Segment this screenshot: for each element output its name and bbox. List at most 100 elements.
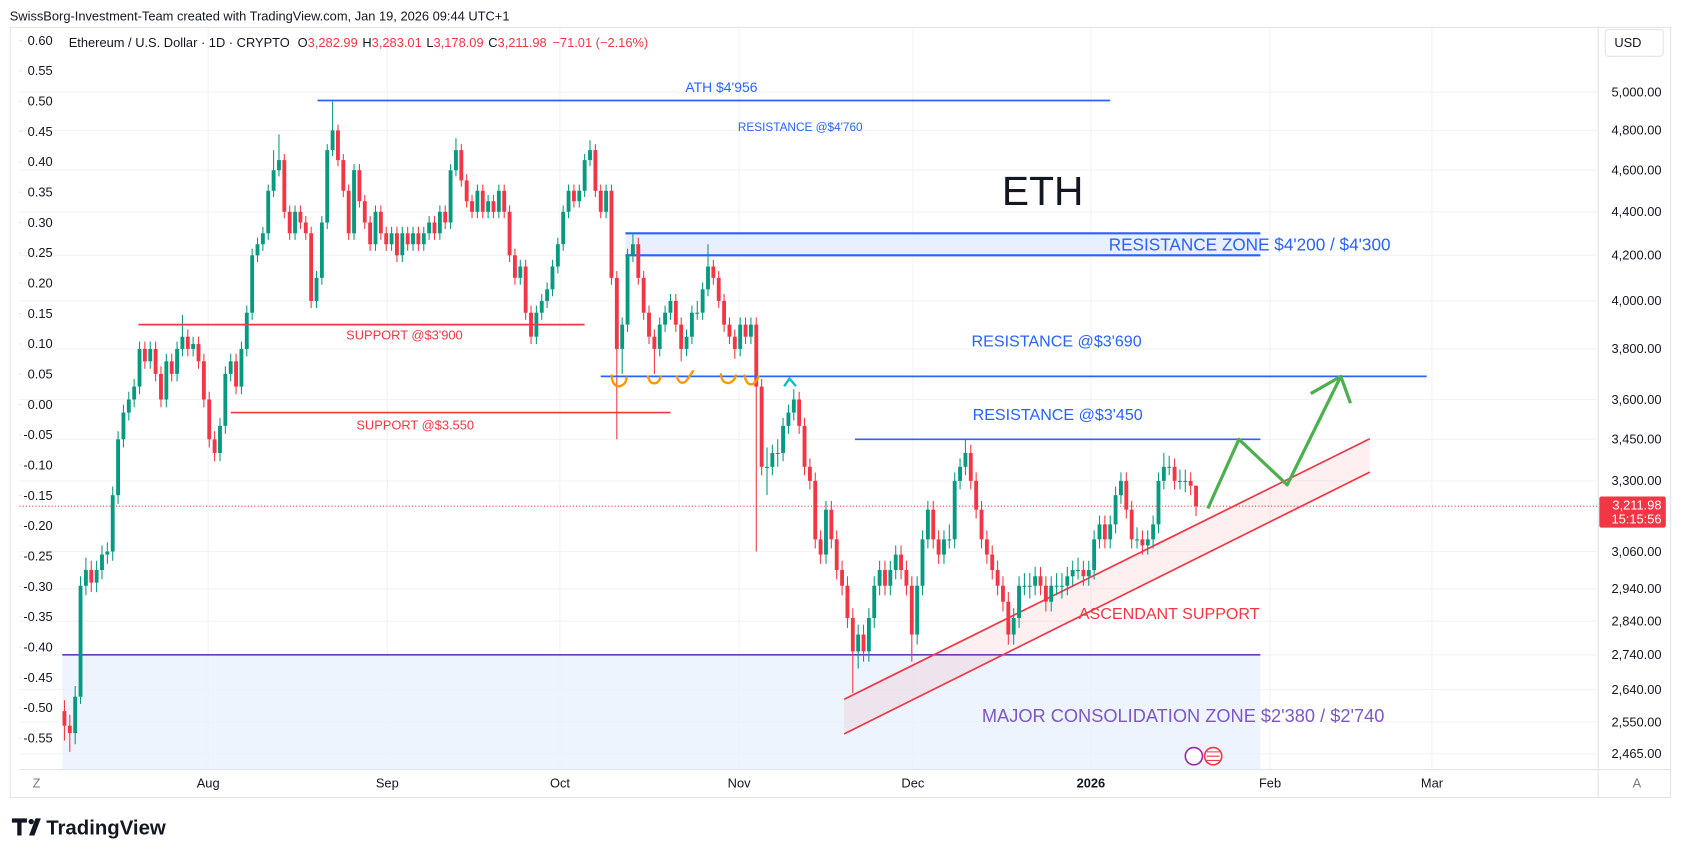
candle-body — [872, 585, 877, 618]
axes: 5,000.00 4,800.00 4,600.00 4,400.00 4,200.00… — [19, 33, 1662, 790]
candle-body — [1194, 485, 1198, 507]
x-tick-label: Sep — [376, 775, 399, 790]
channel-fill — [844, 438, 1370, 734]
candle-body — [250, 255, 255, 313]
candle-body — [614, 277, 619, 349]
candle-body — [244, 312, 249, 349]
candle-body — [293, 211, 297, 234]
ohlc-value: 3,283.01 — [372, 35, 422, 50]
candle-body — [899, 554, 903, 571]
candle-body — [443, 211, 448, 223]
candle-body — [1129, 509, 1134, 540]
y-tick-label: 2,840.00 — [1611, 614, 1661, 629]
candle-body — [352, 170, 356, 234]
currency-button[interactable] — [1604, 28, 1664, 57]
auto-button[interactable]: A — [1633, 775, 1642, 790]
candle-body — [893, 554, 898, 571]
candle-body — [968, 452, 973, 481]
candle-body — [1113, 495, 1118, 525]
candle-body — [470, 201, 474, 212]
candle-body — [748, 324, 753, 337]
candle-body — [636, 244, 641, 278]
candle-body — [1178, 480, 1182, 482]
resistance-zone-label: RESISTANCE ZONE $4'200 / $4'300 — [1109, 235, 1391, 255]
candle-body — [1108, 524, 1113, 540]
candle-body — [877, 570, 882, 586]
candle-body — [1006, 601, 1011, 635]
candle-body — [722, 300, 727, 325]
y-tick-label: 3,450.00 — [1611, 432, 1661, 447]
candle-body — [116, 439, 121, 496]
candle-body — [630, 244, 635, 256]
level-label: ATH $4'956 — [685, 79, 757, 95]
currency[interactable]: USD — [1614, 35, 1641, 50]
candle-body — [502, 190, 507, 212]
candle-body — [604, 190, 609, 212]
candle-body — [797, 399, 802, 426]
candle-body — [1038, 576, 1043, 586]
candle-body — [298, 211, 303, 223]
candle-body — [727, 324, 732, 337]
consolidation-label: MAJOR CONSOLIDATION ZONE $2'380 / $2'740 — [982, 705, 1385, 726]
candle-body — [132, 386, 137, 400]
channel-line — [843, 471, 1371, 735]
candle-body — [700, 289, 705, 313]
candle-body — [83, 570, 88, 586]
change: −71.01 (−2.16%) — [552, 35, 648, 50]
candle-body — [260, 233, 265, 245]
candle-body — [523, 266, 528, 313]
candle-body — [706, 266, 710, 290]
candle-body — [1092, 539, 1097, 571]
candle-body — [1081, 570, 1086, 577]
y-tick-label: 3,800.00 — [1611, 341, 1661, 356]
candle-body — [647, 312, 651, 337]
attribution: SwissBorg-Investment-Team created with T… — [10, 8, 510, 23]
x-tick-label: Oct — [550, 775, 570, 790]
candle-body — [1188, 480, 1193, 486]
candle-body — [303, 222, 308, 234]
y2-tick-label: 0.00 — [28, 397, 53, 412]
candle-body — [958, 466, 962, 481]
candle-body — [711, 266, 716, 278]
candle-body — [625, 255, 630, 325]
level-label: RESISTANCE @$3'450 — [973, 406, 1143, 424]
candle-body — [883, 570, 887, 586]
candle-body — [925, 509, 930, 540]
logo-mark — [29, 818, 41, 836]
channel-label: ASCENDANT SUPPORT — [1079, 605, 1260, 623]
candle-body — [432, 222, 437, 234]
candle-body — [1119, 480, 1123, 496]
candle-body — [507, 211, 512, 256]
y-tick-label: 3,600.00 — [1611, 392, 1661, 407]
candle-body — [1124, 480, 1129, 510]
candle-body — [164, 361, 169, 400]
ohlc-value: 3,178.09 — [434, 35, 484, 50]
scale-button[interactable]: Z — [33, 775, 41, 790]
y-tick-label: 3,300.00 — [1611, 473, 1661, 488]
candle-body — [1183, 480, 1188, 482]
candle-body — [1172, 466, 1177, 481]
candle-body — [765, 466, 769, 468]
candle-body — [78, 585, 83, 697]
y-tick-label: 4,400.00 — [1611, 204, 1661, 219]
candle-body — [754, 324, 759, 387]
icon — [1184, 746, 1204, 766]
y2-tick-label: 0.25 — [28, 245, 53, 260]
candle-body — [94, 570, 99, 583]
ohlc-key: C — [488, 35, 497, 50]
candle-body — [834, 539, 839, 571]
candle-body — [239, 348, 244, 387]
candle-body — [813, 480, 818, 540]
candle-body — [818, 539, 823, 555]
candle-body — [732, 336, 737, 349]
symbol-legend: Ethereum / U.S. Dollar · 1D · CRYPTO O3,… — [69, 35, 648, 50]
candle-body — [496, 190, 501, 212]
candle-body — [1145, 539, 1150, 546]
candle-body — [234, 361, 238, 387]
countdown-label: 15:15:56 — [1611, 511, 1661, 526]
candle-body — [271, 170, 276, 191]
marker — [675, 369, 695, 384]
candle-body — [738, 324, 743, 349]
y2-tick-label: -0.45 — [23, 670, 52, 685]
candle-body — [947, 539, 952, 541]
